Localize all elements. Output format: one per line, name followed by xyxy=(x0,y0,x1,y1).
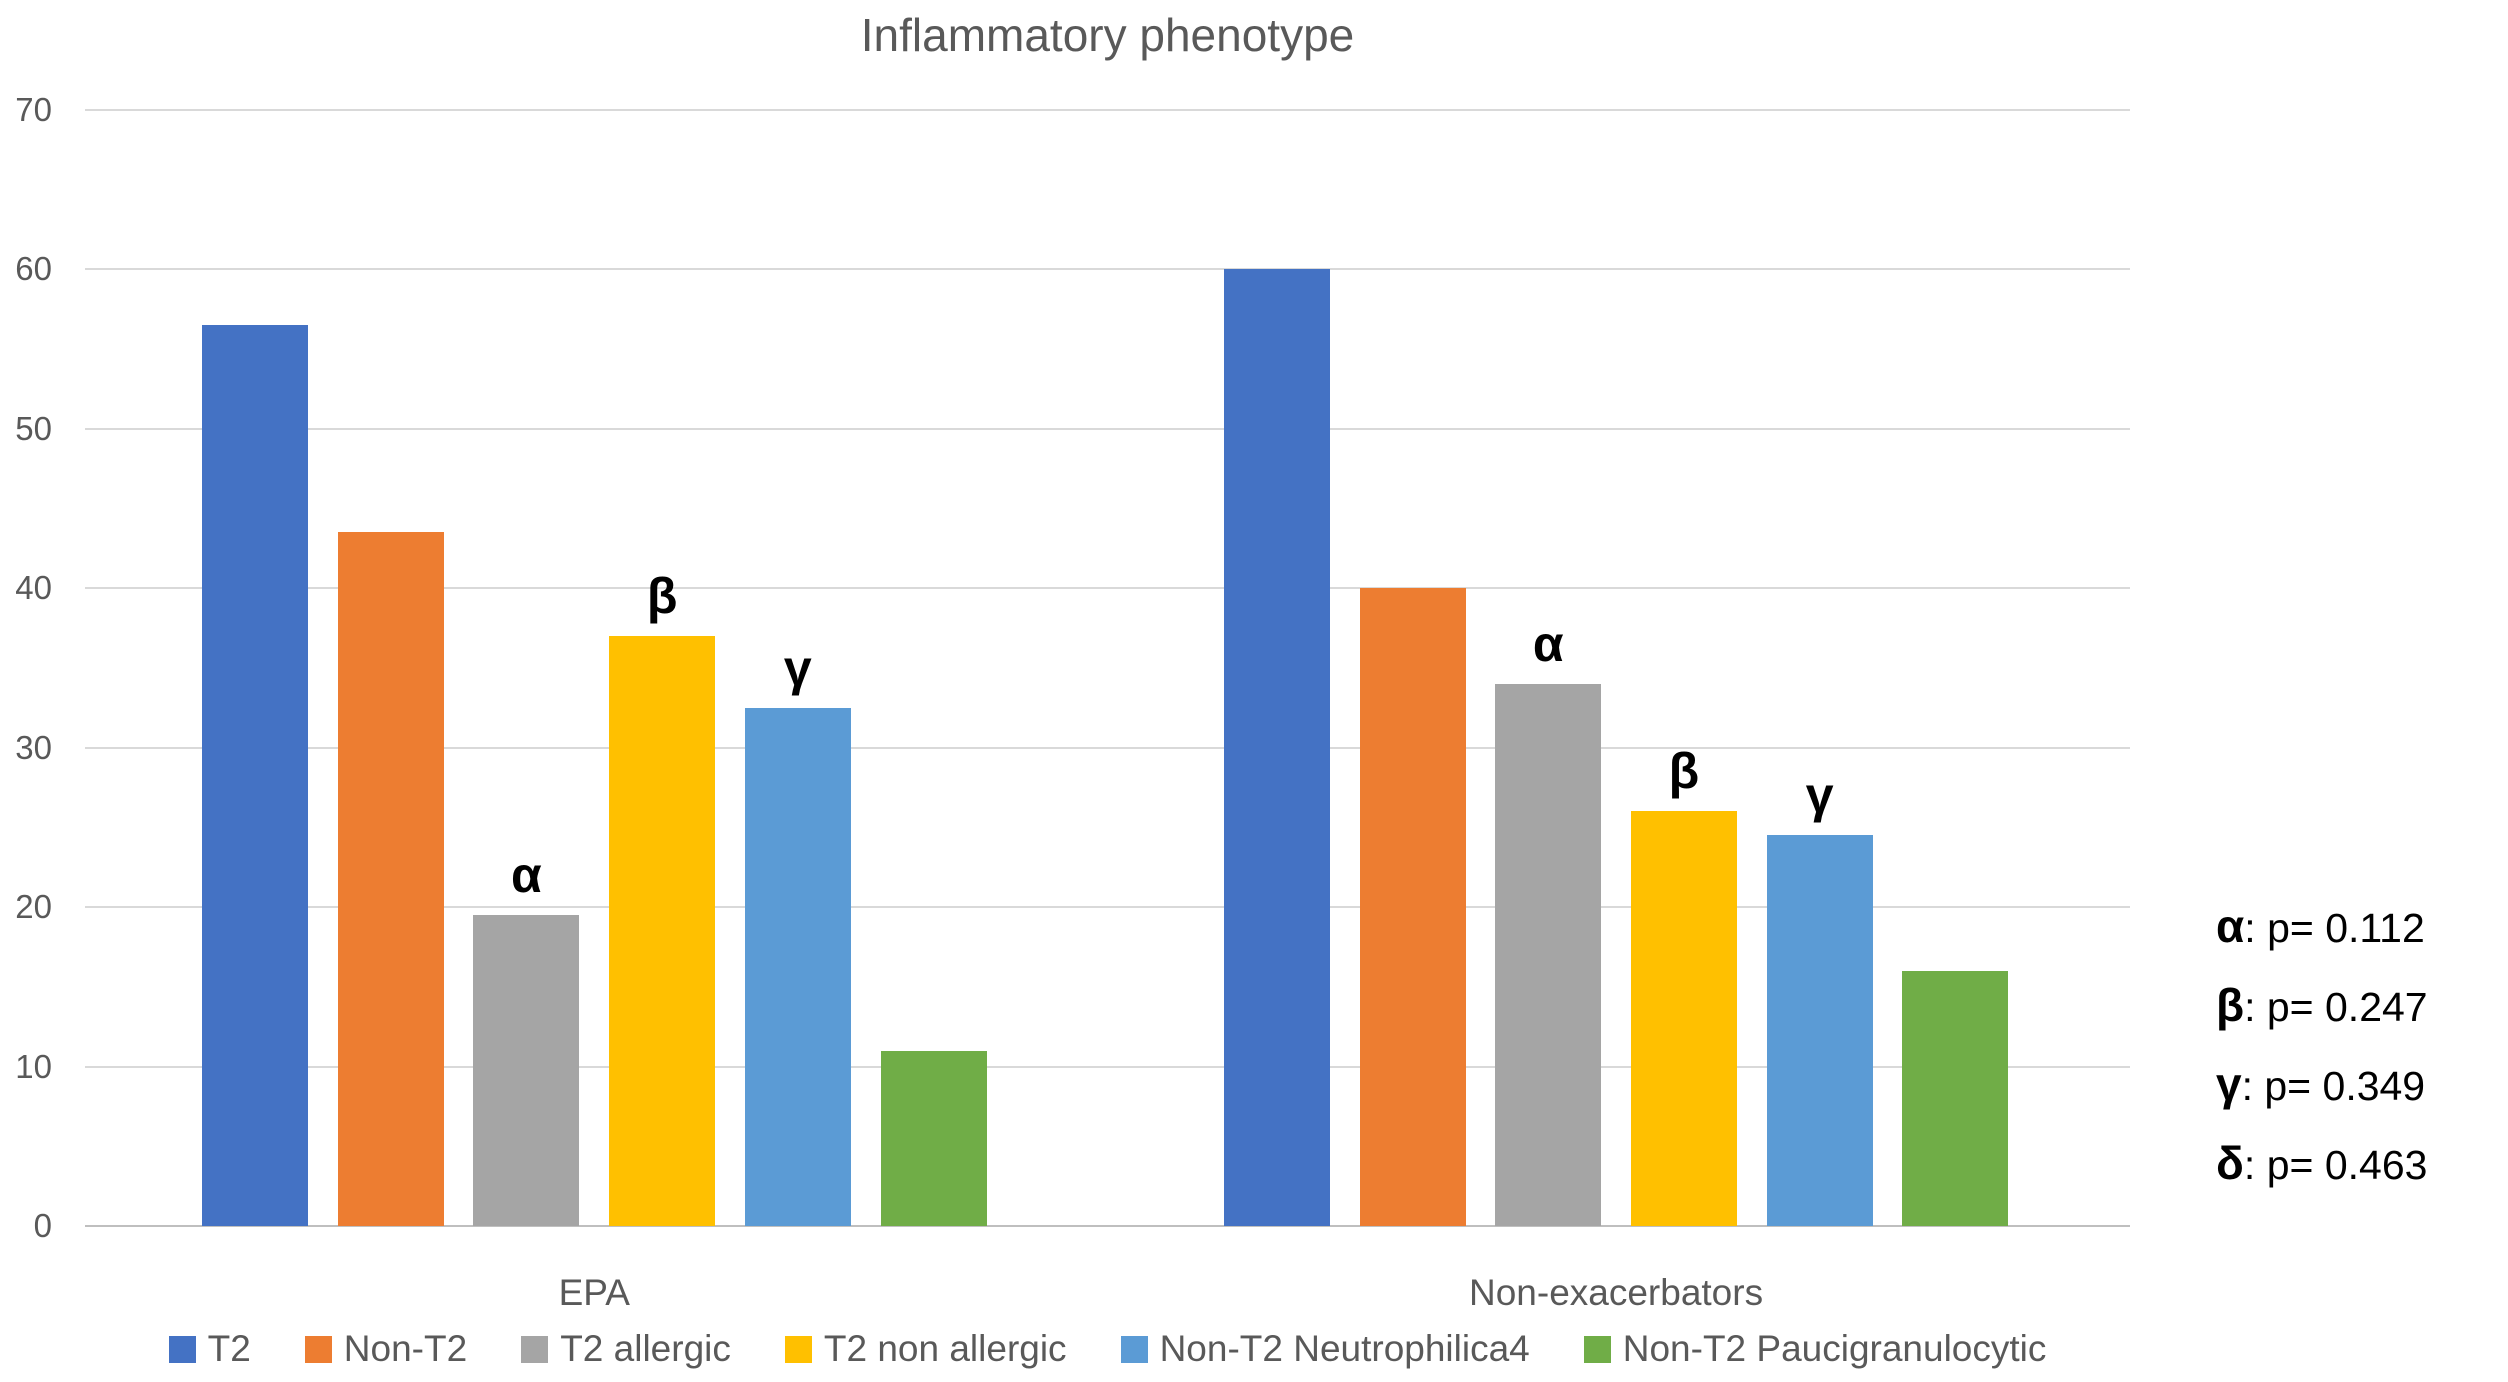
legend-item-non-t2-neutrophilica4: Non-T2 Neutrophilica4 xyxy=(1120,1328,1530,1370)
gridline xyxy=(85,427,2130,430)
pvalue-symbol: α xyxy=(2216,900,2245,952)
bar-t2-allergic-non-exacerbators xyxy=(1495,683,1602,1226)
legend-item-non-t2: Non-T2 xyxy=(304,1328,468,1370)
legend-swatch xyxy=(521,1335,549,1363)
chart-title: Inflammatory phenotype xyxy=(860,9,1355,61)
legend-swatch xyxy=(784,1335,812,1363)
bar-sig-label: α xyxy=(511,847,542,904)
y-tick-label: 20 xyxy=(15,888,52,926)
category-label-epa: EPA xyxy=(558,1272,630,1313)
legend-item-t2: T2 xyxy=(168,1328,251,1370)
x-axis-line xyxy=(85,1225,2130,1227)
legend-swatch xyxy=(1120,1335,1148,1363)
bar-sig-label: β xyxy=(646,568,678,625)
pvalue-line: β: p= 0.247 xyxy=(2216,967,2428,1046)
bar-sig-label: β xyxy=(1668,743,1700,800)
bar-sig-label: α xyxy=(1532,615,1564,672)
bar-sig-label: γ xyxy=(1805,767,1834,824)
bar-t2-non-allergic-epa xyxy=(609,636,716,1226)
legend: T2 Non-T2 T2 allergic T2 non allergic Non-T2… xyxy=(85,1328,2130,1370)
y-tick-label: 70 xyxy=(15,91,52,128)
pvalue-text: : p= 0.463 xyxy=(2243,1142,2428,1188)
pvalue-symbol: γ xyxy=(2216,1058,2242,1110)
legend-item-t2-allergic: T2 allergic xyxy=(521,1328,731,1370)
y-tick-label: 30 xyxy=(15,728,52,766)
y-tick-label: 50 xyxy=(15,409,52,447)
legend-label: T2 allergic xyxy=(560,1328,731,1369)
y-tick-label: 60 xyxy=(15,250,52,288)
gridline xyxy=(85,109,2130,111)
pvalue-symbol: β xyxy=(2216,979,2245,1031)
legend-item-t2-non-allergic: T2 non allergic xyxy=(784,1328,1067,1370)
legend-swatch xyxy=(168,1335,196,1363)
pvalue-text: : p= 0.247 xyxy=(2244,984,2428,1030)
bar-non-t2-neutrophilica4-non-exacerbators xyxy=(1766,835,1873,1226)
gridline xyxy=(85,746,2130,749)
bar-non-t2-neutrophilica4-epa xyxy=(744,707,851,1226)
legend-swatch xyxy=(1583,1335,1611,1363)
bar-t2-non-exacerbators xyxy=(1223,269,1330,1226)
y-tick-label: 0 xyxy=(33,1207,52,1244)
legend-label: Non-T2 Neutrophilica4 xyxy=(1159,1328,1530,1369)
bar-non-t2-paucigranulocytic-epa xyxy=(880,1050,987,1226)
legend-swatch xyxy=(304,1335,332,1363)
legend-label: T2 xyxy=(207,1328,251,1369)
y-tick-label: 40 xyxy=(15,569,52,607)
gridline xyxy=(85,268,2130,271)
bar-sig-label: γ xyxy=(783,639,812,696)
legend-label: Non-T2 xyxy=(343,1328,468,1369)
bar-non-t2-paucigranulocytic-non-exacerbators xyxy=(1902,970,2009,1226)
bar-t2-epa xyxy=(202,325,308,1226)
gridline xyxy=(85,906,2130,909)
legend-label: T2 non allergic xyxy=(823,1328,1067,1369)
legend-item-non-t2-paucigranulocytic: Non-T2 Paucigranulocytic xyxy=(1583,1328,2047,1370)
pvalue-line: γ: p= 0.349 xyxy=(2216,1046,2428,1125)
category-label-non-exacerbators: Non-exacerbators xyxy=(1469,1272,1764,1313)
pvalue-symbol: δ xyxy=(2216,1137,2244,1189)
gridline xyxy=(85,587,2130,590)
bar-t2-non-allergic-non-exacerbators xyxy=(1630,811,1737,1226)
bar-non-t2-epa xyxy=(337,532,444,1226)
gridline xyxy=(85,1065,2130,1068)
pvalue-line: δ: p= 0.463 xyxy=(2216,1125,2428,1204)
y-tick-label: 10 xyxy=(15,1047,52,1085)
bar-t2-allergic-epa xyxy=(473,915,580,1226)
legend-label: Non-T2 Paucigranulocytic xyxy=(1622,1328,2047,1369)
pvalue-text: : p= 0.112 xyxy=(2244,905,2425,951)
pvalue-line: α: p= 0.112 xyxy=(2216,888,2428,967)
bar-non-t2-non-exacerbators xyxy=(1359,588,1466,1226)
pvalue-text: : p= 0.349 xyxy=(2241,1063,2426,1109)
pvalue-annotations: α: p= 0.112 β: p= 0.247 γ: p= 0.349 δ: p= 0… xyxy=(2216,888,2428,1204)
